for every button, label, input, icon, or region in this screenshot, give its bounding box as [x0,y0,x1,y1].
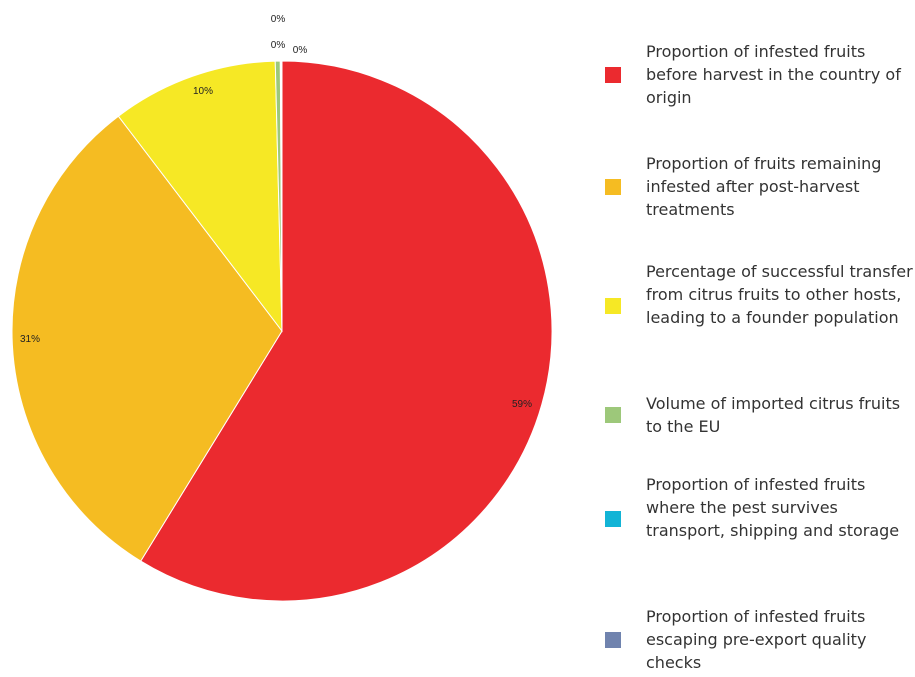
legend-item-1: Proportion of infested fruits before har… [604,40,914,109]
legend-item-3: Percentage of successful transfer from c… [604,260,914,329]
slice-label-3: 10% [193,86,213,97]
legend-swatch-6 [605,631,621,648]
pie-slice-6 [280,60,283,332]
pie-slice-1 [140,60,553,602]
pie-chart: 59% 31% 10% 0% 0% 0% [11,14,553,602]
slice-label-5: 0% [293,45,308,56]
legend-swatch-5 [605,511,621,527]
legend-label-1: Proportion of infested fruits before har… [646,42,901,107]
legend-swatch-2 [605,178,621,195]
slice-label-4: 0% [271,40,286,51]
slice-label-1: 59% [512,399,532,410]
legend-swatch-3 [605,298,621,314]
legend-swatch-4 [605,407,621,423]
legend-item-5: Proportion of infested fruits where the … [604,473,914,542]
legend-label-2: Proportion of fruits remaining infested … [646,154,882,219]
legend-label-6: Proportion of infested fruits escaping p… [646,607,867,672]
legend-item-6: Proportion of infested fruits escaping p… [604,605,914,674]
legend-label-5: Proportion of infested fruits where the … [646,475,900,540]
pie-slice-2 [11,115,283,562]
legend-label-4: Volume of imported citrus fruits to the … [646,394,901,436]
legend-swatch-1 [605,66,621,83]
legend-item-2: Proportion of fruits remaining infested … [604,152,914,221]
pie-slice-3 [117,60,283,333]
legend-label-3: Percentage of successful transfer from c… [646,262,913,327]
slice-label-2: 31% [20,334,40,345]
slice-label-6: 0% [271,14,286,25]
legend-item-4: Volume of imported citrus fruits to the … [604,392,914,438]
